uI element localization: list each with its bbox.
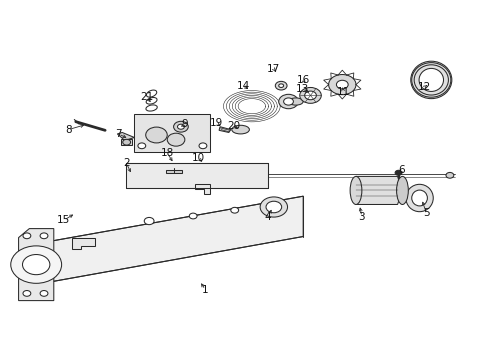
Text: 5: 5	[422, 208, 429, 218]
Circle shape	[275, 81, 286, 90]
Ellipse shape	[396, 176, 407, 204]
Text: 15: 15	[57, 215, 70, 225]
Text: 14: 14	[236, 81, 250, 91]
Circle shape	[394, 170, 401, 175]
Text: 10: 10	[192, 153, 204, 163]
Polygon shape	[355, 176, 402, 204]
Text: 6: 6	[398, 165, 405, 175]
Ellipse shape	[411, 190, 427, 206]
Text: 3: 3	[358, 212, 365, 222]
Text: 20: 20	[227, 121, 240, 131]
Text: 8: 8	[65, 125, 72, 135]
Ellipse shape	[231, 125, 249, 134]
Circle shape	[144, 217, 154, 225]
Text: 2: 2	[122, 158, 129, 168]
Text: 4: 4	[264, 212, 271, 222]
Ellipse shape	[410, 61, 451, 99]
Circle shape	[328, 75, 355, 95]
Circle shape	[230, 207, 238, 213]
Circle shape	[40, 233, 48, 239]
Circle shape	[304, 91, 316, 100]
Circle shape	[145, 127, 167, 143]
Circle shape	[173, 121, 188, 132]
Polygon shape	[126, 163, 267, 188]
Ellipse shape	[349, 176, 361, 204]
Text: 9: 9	[181, 119, 188, 129]
Text: 19: 19	[209, 118, 223, 128]
Polygon shape	[72, 238, 95, 249]
Circle shape	[283, 98, 293, 105]
Circle shape	[122, 139, 130, 145]
Polygon shape	[117, 132, 134, 140]
Text: 11: 11	[336, 87, 349, 97]
Polygon shape	[46, 196, 303, 283]
Polygon shape	[166, 170, 182, 173]
Circle shape	[177, 124, 184, 129]
Circle shape	[445, 172, 453, 178]
Ellipse shape	[288, 98, 303, 105]
Ellipse shape	[418, 68, 443, 91]
Text: 16: 16	[296, 75, 309, 85]
Circle shape	[22, 255, 50, 275]
Text: 7: 7	[115, 129, 122, 139]
Text: 13: 13	[295, 84, 308, 94]
Text: 17: 17	[266, 64, 280, 74]
Circle shape	[336, 80, 347, 89]
Circle shape	[23, 291, 31, 296]
Text: 12: 12	[417, 82, 430, 92]
Text: 21: 21	[140, 92, 153, 102]
Text: 18: 18	[160, 148, 174, 158]
Ellipse shape	[260, 197, 287, 217]
Circle shape	[278, 84, 283, 87]
Circle shape	[199, 143, 206, 149]
Circle shape	[138, 143, 145, 149]
Circle shape	[40, 291, 48, 296]
Polygon shape	[134, 114, 210, 152]
Ellipse shape	[405, 184, 432, 212]
Circle shape	[23, 233, 31, 239]
Circle shape	[299, 87, 321, 103]
Polygon shape	[121, 139, 132, 145]
Polygon shape	[219, 127, 230, 132]
Text: 1: 1	[202, 285, 208, 295]
Circle shape	[11, 246, 61, 283]
Polygon shape	[194, 184, 210, 194]
Polygon shape	[19, 229, 54, 301]
Circle shape	[189, 213, 197, 219]
Ellipse shape	[265, 201, 281, 213]
Circle shape	[278, 94, 298, 109]
Circle shape	[167, 133, 184, 146]
